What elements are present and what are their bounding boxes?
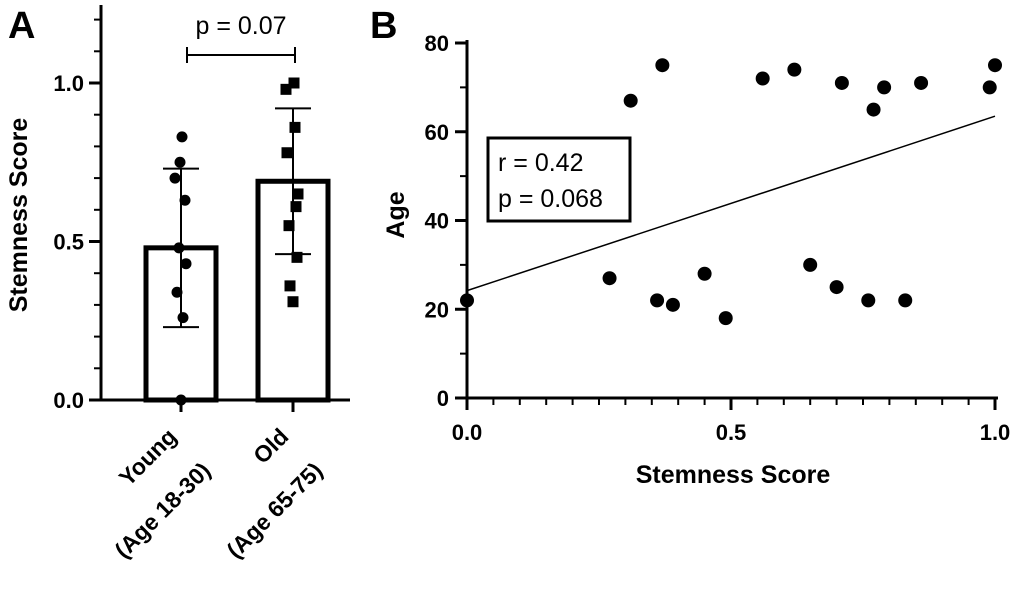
data-point (290, 201, 302, 213)
data-point (171, 286, 183, 298)
scatter-point (988, 58, 1002, 73)
stats-r: r = 0.42 (498, 149, 583, 177)
data-point (287, 296, 299, 308)
scatter-point (866, 102, 881, 117)
data-point (176, 131, 188, 143)
scatter-point (460, 293, 474, 308)
panel-b-y-title: Age (382, 191, 410, 238)
y-tick-label: 80 (425, 31, 449, 56)
data-point (169, 172, 181, 184)
scatter-point (718, 311, 733, 326)
scatter-point (898, 293, 913, 308)
scatter-point (623, 93, 638, 108)
scatter-point (665, 297, 680, 312)
data-point (173, 242, 185, 254)
x-tick-label: 0.5 (716, 420, 747, 445)
y-tick-label: 0 (437, 386, 449, 411)
category-label: Old(Age 65-75) (187, 423, 327, 563)
y-tick-label: 1.0 (53, 71, 84, 96)
p-value-label: p = 0.07 (195, 12, 286, 40)
category-line-1: Young (114, 423, 182, 491)
data-point (289, 121, 301, 133)
scatter-point (834, 75, 849, 90)
data-point (283, 220, 295, 232)
panel-a: A Stemness Score 0.0 0.5 1.0 p = 0.07 Youn… (5, 5, 350, 563)
scatter-point (803, 257, 818, 272)
x-tick-label: 0.0 (452, 420, 483, 445)
scatter-point (914, 75, 929, 90)
scatter-point (697, 266, 712, 281)
scatter-point (655, 58, 670, 73)
scatter-point (877, 80, 892, 95)
panel-b-x-title: Stemness Score (636, 461, 831, 489)
category-line-1: Old (248, 423, 293, 468)
scatter-point (602, 271, 617, 286)
data-point (280, 83, 292, 95)
stats-box-frame (486, 136, 632, 223)
scatter-point (982, 80, 997, 95)
data-point (177, 312, 189, 324)
data-point (175, 394, 187, 406)
panel-b-letter: B (370, 5, 397, 47)
stats-box: r = 0.42 p = 0.068 (486, 136, 632, 223)
panel-a-y-title: Stemness Score (5, 118, 33, 313)
data-point (284, 280, 296, 292)
category-line-2: (Age 65-75) (221, 457, 327, 563)
data-point (179, 194, 191, 206)
scatter-point (861, 293, 876, 308)
scatter-point (787, 62, 802, 77)
scatter-point (829, 280, 844, 295)
data-point (180, 258, 192, 270)
scatter-point (755, 71, 770, 86)
y-tick-label: 40 (425, 209, 449, 234)
y-tick-label: 60 (425, 120, 449, 145)
y-tick-label: 20 (425, 297, 449, 322)
stats-p: p = 0.068 (498, 185, 603, 213)
category-label: Young(Age 18-30) (75, 423, 215, 563)
scatter-point (650, 293, 665, 308)
data-point (174, 156, 186, 168)
data-point (281, 147, 293, 159)
y-tick-label: 0.5 (53, 230, 84, 255)
data-point (288, 77, 300, 89)
x-tick-label: 1.0 (980, 420, 1011, 445)
y-tick-label: 0.0 (53, 388, 84, 413)
panel-a-letter: A (8, 5, 35, 47)
data-point (292, 188, 304, 200)
regression-line (466, 115, 996, 292)
data-point (291, 251, 303, 263)
